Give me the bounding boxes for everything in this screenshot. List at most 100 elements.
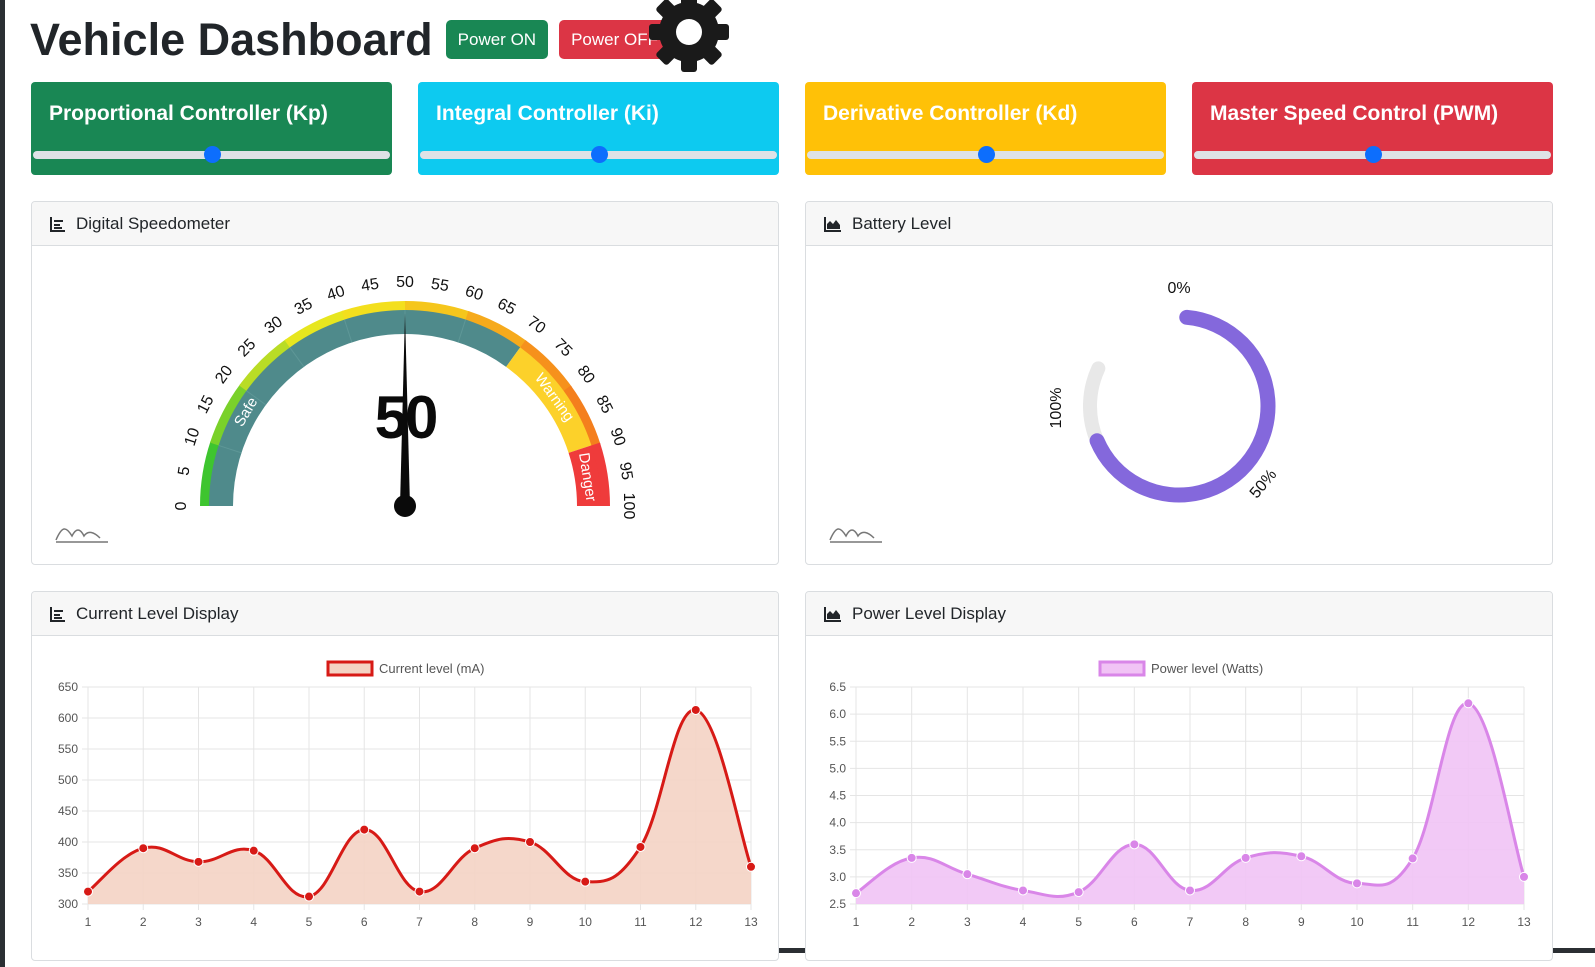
x-tick-label: 9 xyxy=(527,915,534,929)
gauge-zone-warning xyxy=(506,347,592,453)
x-tick-label: 2 xyxy=(140,915,147,929)
x-tick-label: 6 xyxy=(361,915,368,929)
gauge-color-band xyxy=(465,311,528,350)
gauge-color-band xyxy=(590,442,610,506)
data-point xyxy=(851,888,861,899)
data-point xyxy=(1185,885,1195,896)
y-tick-label: 5.0 xyxy=(829,761,846,775)
y-tick-label: 500 xyxy=(58,773,78,787)
pwm-slider-thumb[interactable] xyxy=(1364,146,1382,163)
y-tick-label: 6.5 xyxy=(829,680,846,694)
kp-controller-card: Proportional Controller (Kp) xyxy=(31,82,392,175)
gauge-tick-label: 45 xyxy=(360,276,380,296)
series-area xyxy=(856,703,1524,904)
y-tick-label: 4.5 xyxy=(829,789,846,803)
page-title: Vehicle Dashboard xyxy=(30,13,433,65)
x-tick-label: 9 xyxy=(1298,915,1305,929)
gauge-tick-label: 55 xyxy=(430,276,450,296)
gauge-color-band xyxy=(341,301,407,321)
x-tick-label: 1 xyxy=(853,915,860,929)
gauge-color-band xyxy=(284,310,347,349)
kd-controller-card: Derivative Controller (Kd) xyxy=(805,82,1166,175)
speedometer-card: Digital Speedometer Safe Warning Danger 0 5 1… xyxy=(31,201,779,565)
kd-slider-thumb[interactable] xyxy=(977,146,995,163)
gauge-tick-label: 65 xyxy=(495,295,519,318)
power-line-chart: Power level (Watts) 6.5 6.0 5.5 5.0 4.5 4.0 3.5… xyxy=(829,660,1531,929)
data-point xyxy=(138,843,149,854)
y-tick-label: 600 xyxy=(58,711,78,725)
gauge-color-band xyxy=(210,383,249,446)
x-tick-label: 6 xyxy=(1131,915,1138,929)
data-point xyxy=(1296,851,1307,862)
x-tick-label: 5 xyxy=(1075,915,1082,929)
gauge-tick-label: 70 xyxy=(524,313,548,337)
gauge-segment-divider xyxy=(246,390,267,406)
gauge-zone-safe xyxy=(209,310,521,506)
data-point xyxy=(1352,878,1362,889)
data-point xyxy=(414,886,425,897)
settings-gear-icon[interactable] xyxy=(645,0,733,76)
x-tick-label: 13 xyxy=(1517,915,1531,929)
x-tick-label: 7 xyxy=(1187,915,1194,929)
gauge-tick-label: 10 xyxy=(182,426,204,448)
battery-title: Battery Level xyxy=(852,213,952,233)
y-tick-label: 300 xyxy=(58,897,78,911)
data-point xyxy=(962,869,973,880)
data-point xyxy=(1407,853,1418,864)
ki-slider-thumb[interactable] xyxy=(590,146,608,163)
y-tick-label: 400 xyxy=(58,835,78,849)
data-point xyxy=(690,704,701,715)
y-tick-label: 450 xyxy=(58,804,78,818)
x-tick-label: 10 xyxy=(579,915,593,929)
data-point xyxy=(193,856,204,867)
gauge-tick-label: 90 xyxy=(607,426,629,448)
gauge-color-band xyxy=(200,440,221,506)
gauge-tick-label: 75 xyxy=(551,336,576,361)
gauge-segment-divider xyxy=(457,319,467,343)
power-on-button[interactable]: Power ON xyxy=(445,19,549,59)
pwm-controller-card: Master Speed Control (PWM) xyxy=(1192,82,1553,175)
power-chart-title: Power Level Display xyxy=(852,603,1007,623)
sparkline-icon xyxy=(55,528,108,543)
gauge-needle xyxy=(400,313,410,506)
speedometer-title: Digital Speedometer xyxy=(76,213,231,233)
battery-card-header: Battery Level xyxy=(806,202,1552,246)
data-point xyxy=(1240,852,1251,863)
gauge-zone-danger xyxy=(568,445,602,506)
data-point xyxy=(635,841,646,852)
gauge-tick-label: 5 xyxy=(175,465,193,477)
gauge-tick-label: 100 xyxy=(620,493,637,520)
current-line-chart: Current level (mA) 650 600 550 500 450 400 350 3… xyxy=(58,660,758,929)
data-point xyxy=(1129,839,1140,850)
gauge-tick-label: 0 xyxy=(173,501,190,510)
data-point xyxy=(580,876,591,887)
data-point xyxy=(248,845,259,856)
gauge-color-band xyxy=(405,301,471,322)
bar-chart-icon xyxy=(50,606,65,622)
y-tick-label: 650 xyxy=(58,680,78,694)
current-chart-title: Current Level Display xyxy=(76,603,239,623)
kp-slider-thumb[interactable] xyxy=(203,146,221,163)
legend-label: Power level (Watts) xyxy=(1151,661,1263,676)
gauge-tick-label: 80 xyxy=(574,363,598,387)
gauge-segment-divider xyxy=(289,347,305,368)
battery-label-50: 50% xyxy=(1247,466,1281,501)
x-tick-label: 3 xyxy=(195,915,202,929)
x-tick-label: 5 xyxy=(306,915,313,929)
data-point xyxy=(525,837,535,847)
y-tick-label: 550 xyxy=(58,742,78,756)
gauge-tick-label: 20 xyxy=(212,362,236,386)
ki-controller-card: Integral Controller (Ki) xyxy=(418,82,779,175)
data-point xyxy=(1463,698,1474,709)
x-tick-label: 2 xyxy=(908,915,915,929)
battery-ring: 0% 50% 100% xyxy=(1048,280,1281,503)
bar-chart-icon xyxy=(50,216,65,232)
current-card-header: Current Level Display xyxy=(32,592,778,636)
data-point xyxy=(1018,885,1028,896)
series-line xyxy=(855,701,1526,899)
x-tick-label: 12 xyxy=(689,915,703,929)
kp-controller-label: Proportional Controller (Kp) xyxy=(49,102,328,125)
data-point xyxy=(746,861,756,872)
area-chart-icon xyxy=(824,216,841,232)
